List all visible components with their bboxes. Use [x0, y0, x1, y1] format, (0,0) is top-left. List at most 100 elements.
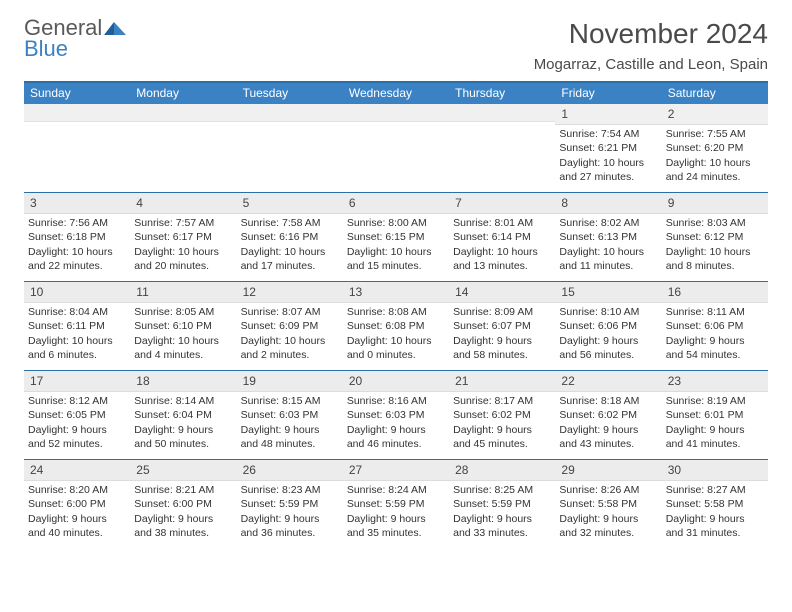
sunrise-text: Sunrise: 8:09 AM: [453, 305, 551, 319]
day-number: 21: [449, 371, 555, 392]
day-number: [237, 104, 343, 122]
sunrise-text: Sunrise: 8:04 AM: [28, 305, 126, 319]
daylight-text: and 15 minutes.: [347, 259, 445, 273]
daylight-text: and 40 minutes.: [28, 526, 126, 540]
day-number: 10: [24, 282, 130, 303]
week-row: 17Sunrise: 8:12 AMSunset: 6:05 PMDayligh…: [24, 370, 768, 459]
sunrise-text: Sunrise: 7:57 AM: [134, 216, 232, 230]
daylight-text: Daylight: 9 hours: [559, 334, 657, 348]
daylight-text: and 56 minutes.: [559, 348, 657, 362]
day-cell: 30Sunrise: 8:27 AMSunset: 5:58 PMDayligh…: [662, 460, 768, 548]
daylight-text: Daylight: 9 hours: [134, 512, 232, 526]
day-number: 2: [662, 104, 768, 125]
day-number: 19: [237, 371, 343, 392]
sunrise-text: Sunrise: 8:01 AM: [453, 216, 551, 230]
day-cell: 9Sunrise: 8:03 AMSunset: 6:12 PMDaylight…: [662, 193, 768, 281]
weekday-header: Saturday: [662, 83, 768, 104]
day-cell: 2Sunrise: 7:55 AMSunset: 6:20 PMDaylight…: [662, 104, 768, 192]
sunset-text: Sunset: 6:06 PM: [666, 319, 764, 333]
day-cell: 24Sunrise: 8:20 AMSunset: 6:00 PMDayligh…: [24, 460, 130, 548]
sunset-text: Sunset: 6:08 PM: [347, 319, 445, 333]
sunrise-text: Sunrise: 8:07 AM: [241, 305, 339, 319]
day-cell: 26Sunrise: 8:23 AMSunset: 5:59 PMDayligh…: [237, 460, 343, 548]
daylight-text: Daylight: 9 hours: [453, 512, 551, 526]
day-number: 6: [343, 193, 449, 214]
sunset-text: Sunset: 5:58 PM: [559, 497, 657, 511]
week-row: 24Sunrise: 8:20 AMSunset: 6:00 PMDayligh…: [24, 459, 768, 548]
sunrise-text: Sunrise: 8:21 AM: [134, 483, 232, 497]
daylight-text: and 31 minutes.: [666, 526, 764, 540]
day-number: 25: [130, 460, 236, 481]
daylight-text: Daylight: 9 hours: [134, 423, 232, 437]
sunset-text: Sunset: 6:02 PM: [453, 408, 551, 422]
daylight-text: and 24 minutes.: [666, 170, 764, 184]
day-cell: 3Sunrise: 7:56 AMSunset: 6:18 PMDaylight…: [24, 193, 130, 281]
sunrise-text: Sunrise: 8:17 AM: [453, 394, 551, 408]
day-number: 23: [662, 371, 768, 392]
day-cell: 22Sunrise: 8:18 AMSunset: 6:02 PMDayligh…: [555, 371, 661, 459]
daylight-text: and 36 minutes.: [241, 526, 339, 540]
day-number: 27: [343, 460, 449, 481]
daylight-text: and 22 minutes.: [28, 259, 126, 273]
sunrise-text: Sunrise: 8:23 AM: [241, 483, 339, 497]
day-cell: 18Sunrise: 8:14 AMSunset: 6:04 PMDayligh…: [130, 371, 236, 459]
day-number: 29: [555, 460, 661, 481]
daylight-text: Daylight: 9 hours: [347, 423, 445, 437]
brand-mark-icon: [104, 15, 126, 40]
day-cell: 17Sunrise: 8:12 AMSunset: 6:05 PMDayligh…: [24, 371, 130, 459]
day-cell: 16Sunrise: 8:11 AMSunset: 6:06 PMDayligh…: [662, 282, 768, 370]
sunrise-text: Sunrise: 8:19 AM: [666, 394, 764, 408]
day-number: 11: [130, 282, 236, 303]
sunrise-text: Sunrise: 8:12 AM: [28, 394, 126, 408]
sunset-text: Sunset: 5:59 PM: [453, 497, 551, 511]
day-cell: 27Sunrise: 8:24 AMSunset: 5:59 PMDayligh…: [343, 460, 449, 548]
daylight-text: and 27 minutes.: [559, 170, 657, 184]
daylight-text: and 33 minutes.: [453, 526, 551, 540]
daylight-text: Daylight: 10 hours: [241, 245, 339, 259]
day-cell: 7Sunrise: 8:01 AMSunset: 6:14 PMDaylight…: [449, 193, 555, 281]
daylight-text: Daylight: 9 hours: [241, 423, 339, 437]
sunrise-text: Sunrise: 8:15 AM: [241, 394, 339, 408]
daylight-text: Daylight: 10 hours: [347, 334, 445, 348]
day-number: 18: [130, 371, 236, 392]
day-number: 26: [237, 460, 343, 481]
daylight-text: Daylight: 10 hours: [453, 245, 551, 259]
sunrise-text: Sunrise: 8:27 AM: [666, 483, 764, 497]
day-cell: 20Sunrise: 8:16 AMSunset: 6:03 PMDayligh…: [343, 371, 449, 459]
day-cell: 11Sunrise: 8:05 AMSunset: 6:10 PMDayligh…: [130, 282, 236, 370]
daylight-text: Daylight: 9 hours: [666, 512, 764, 526]
header: General Blue November 2024 Mogarraz, Cas…: [24, 18, 768, 73]
daylight-text: and 11 minutes.: [559, 259, 657, 273]
day-number: 9: [662, 193, 768, 214]
daylight-text: Daylight: 10 hours: [347, 245, 445, 259]
daylight-text: Daylight: 10 hours: [28, 334, 126, 348]
day-number: 28: [449, 460, 555, 481]
daylight-text: and 2 minutes.: [241, 348, 339, 362]
sunset-text: Sunset: 6:10 PM: [134, 319, 232, 333]
sunset-text: Sunset: 6:01 PM: [666, 408, 764, 422]
week-row: 10Sunrise: 8:04 AMSunset: 6:11 PMDayligh…: [24, 281, 768, 370]
daylight-text: Daylight: 9 hours: [453, 334, 551, 348]
daylight-text: Daylight: 10 hours: [666, 156, 764, 170]
day-number: 3: [24, 193, 130, 214]
sunrise-text: Sunrise: 8:16 AM: [347, 394, 445, 408]
daylight-text: Daylight: 9 hours: [666, 423, 764, 437]
week-row: 3Sunrise: 7:56 AMSunset: 6:18 PMDaylight…: [24, 192, 768, 281]
sunset-text: Sunset: 6:15 PM: [347, 230, 445, 244]
month-title: November 2024: [534, 18, 768, 50]
daylight-text: and 41 minutes.: [666, 437, 764, 451]
day-number: 8: [555, 193, 661, 214]
daylight-text: Daylight: 9 hours: [666, 334, 764, 348]
sunset-text: Sunset: 6:07 PM: [453, 319, 551, 333]
sunset-text: Sunset: 5:59 PM: [241, 497, 339, 511]
daylight-text: Daylight: 10 hours: [559, 156, 657, 170]
day-number: 1: [555, 104, 661, 125]
day-cell: [449, 104, 555, 192]
daylight-text: Daylight: 9 hours: [347, 512, 445, 526]
week-row: 1Sunrise: 7:54 AMSunset: 6:21 PMDaylight…: [24, 104, 768, 192]
sunrise-text: Sunrise: 8:10 AM: [559, 305, 657, 319]
day-cell: 8Sunrise: 8:02 AMSunset: 6:13 PMDaylight…: [555, 193, 661, 281]
sunset-text: Sunset: 6:13 PM: [559, 230, 657, 244]
sunrise-text: Sunrise: 8:02 AM: [559, 216, 657, 230]
weekday-header: Monday: [130, 83, 236, 104]
